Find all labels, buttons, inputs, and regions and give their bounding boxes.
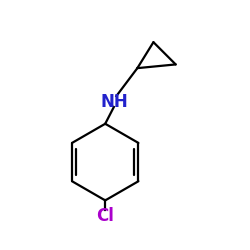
Text: Cl: Cl [96,207,114,225]
Text: NH: NH [100,92,128,110]
